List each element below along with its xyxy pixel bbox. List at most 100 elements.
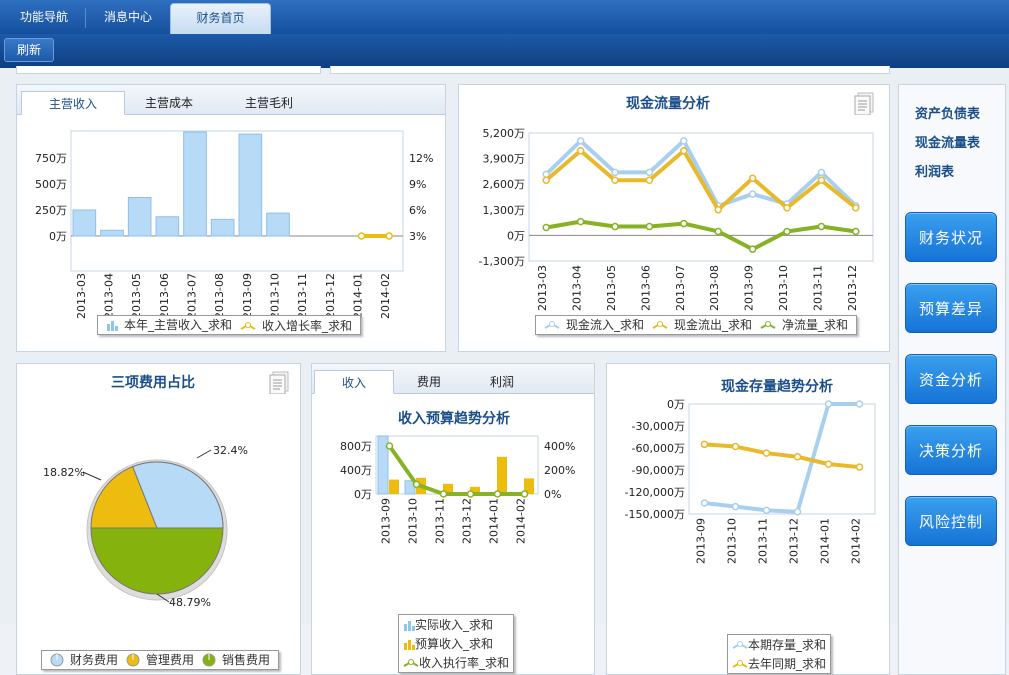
tab-function-nav[interactable]: 功能导航 [19, 10, 68, 24]
x-tick-label: 2013-06 [158, 273, 171, 319]
budget-title: 收入预算趋势分析 [398, 411, 510, 427]
execution-rate-point [493, 490, 502, 498]
x-tick-label: 2013-07 [674, 265, 687, 311]
chart-legend: 本年_主营收入_求和 收入增长率_求和 [97, 315, 362, 335]
cashflow-series-2-point [852, 227, 860, 236]
y-tick-label: 5,200万 [483, 127, 526, 140]
stock-series-0-point [731, 502, 740, 511]
legend-item[interactable]: 预算收入_求和 [399, 634, 513, 653]
tab-budget-expense[interactable]: 费用 [416, 375, 441, 389]
y2-tick-label: 400% [544, 440, 575, 453]
legend-item[interactable]: 收入执行率_求和 [399, 653, 513, 672]
fund-analysis-button[interactable]: 资金分析 [905, 354, 997, 404]
tab-main-cost[interactable]: 主营成本 [144, 96, 193, 110]
tab-budget-profit[interactable]: 利润 [489, 375, 514, 389]
stock-panel: 现金存量趋势分析 0万 -30,000万 -60,000万 -90,000万 -120,… [606, 363, 890, 675]
revenue-bar [127, 197, 152, 237]
y2-tick-label: 200% [544, 464, 575, 477]
x-tick-label: 2013-12 [461, 498, 474, 544]
tab-main-revenue[interactable]: 主营收入 [21, 91, 125, 115]
legend-item[interactable]: 净流量_求和 [760, 316, 848, 334]
y-tick-label: -120,000万 [625, 486, 685, 499]
legend-item[interactable]: 收入增长率_求和 [240, 317, 352, 335]
cashflow-series-2-point [748, 245, 757, 253]
legend-item[interactable]: 现金流入_求和 [544, 316, 644, 334]
legend-item[interactable]: 现金流出_求和 [652, 316, 752, 334]
tab-main-gross-profit[interactable]: 主营毛利 [244, 96, 293, 110]
legend-item[interactable]: 销售费用 [202, 651, 270, 669]
x-tick-label: 2014-01 [488, 498, 501, 544]
y-tick-label: 750万 [35, 152, 67, 165]
pie-label: 18.82% [43, 466, 85, 479]
link-balance-sheet[interactable]: 资产负债表 [915, 107, 981, 122]
cashflow-series-2-point [714, 227, 722, 236]
x-tick-label: 2013-03 [536, 265, 549, 311]
actual-revenue-bar [377, 435, 389, 495]
cashflow-series-2-point [680, 219, 688, 228]
budget-revenue-bar [389, 479, 399, 494]
legend-label: 现金流入_求和 [566, 318, 645, 332]
cashflow-title: 现金流量分析 [626, 96, 710, 112]
cashflow-series-1-line [544, 148, 858, 212]
budget-variance-button[interactable]: 预算差异 [905, 283, 997, 333]
pie-slice-blue [132, 461, 224, 529]
execution-rate-point [439, 490, 448, 498]
chart-legend: 现金流入_求和 现金流出_求和 净流量_求和 [535, 315, 858, 335]
plot-area [70, 130, 404, 272]
legend-item[interactable]: 本期存量_求和 [728, 635, 830, 654]
x-tick-label: 2014-01 [352, 273, 365, 319]
link-income-statement[interactable]: 利润表 [915, 165, 955, 180]
x-tick-label: 2013-12 [788, 518, 801, 564]
stock-title: 现金存量趋势分析 [721, 379, 833, 395]
pie-slice [90, 527, 224, 595]
expense-pie-chart: 32.4% 18.82% 48.79% [43, 444, 248, 609]
budget-panel: 收入 费用 利润 收入预算趋势分析 800万 400万 0万 400% 200% 0% 20… [311, 363, 595, 675]
refresh-button[interactable]: 刷新 [4, 38, 54, 62]
decision-analysis-button[interactable]: 决策分析 [905, 425, 997, 475]
legend-item[interactable]: 管理费用 [126, 651, 194, 669]
cashflow-series-1-point [576, 146, 585, 155]
execution-rate-point [385, 442, 394, 450]
risk-control-button[interactable]: 风险控制 [905, 496, 997, 546]
legend-label: 财务费用 [70, 653, 119, 667]
tab-budget-revenue[interactable]: 收入 [314, 370, 394, 394]
stock-series-1-point [855, 463, 864, 471]
x-tick-label: 2013-08 [708, 265, 721, 311]
legend-label: 收入执行率_求和 [419, 656, 510, 670]
legend-item[interactable]: 实际收入_求和 [399, 615, 513, 634]
document-icon[interactable] [269, 370, 291, 394]
document-icon[interactable] [854, 91, 876, 115]
x-tick-label: 2014-02 [515, 498, 528, 544]
y-tick-label: -90,000万 [632, 464, 685, 477]
cashflow-series-1-point [783, 204, 791, 212]
x-tick-label: 2013-11 [811, 265, 824, 311]
x-tick-label: 2013-06 [639, 265, 652, 311]
x-tick-label: 2013-09 [241, 273, 254, 319]
y-tick-label: 0万 [49, 230, 67, 243]
dashboard-content: 主营收入 主营成本 主营毛利 750万 500万 250万 0万 12% 9% 6% 3% 20… [0, 66, 1009, 675]
legend-item[interactable]: 财务费用 [50, 651, 118, 669]
x-tick-label: 2013-09 [380, 498, 393, 544]
x-tick-label: 2013-10 [777, 265, 790, 311]
cashflow-series-2-point [817, 222, 826, 231]
tab-message-center[interactable]: 消息中心 [103, 10, 152, 24]
cashflow-series-2-point [611, 222, 619, 231]
pie-slice [90, 465, 158, 529]
y2-tick-label: 0% [544, 488, 561, 501]
x-tick-label: 2013-11 [296, 273, 309, 319]
link-cashflow-statement[interactable]: 现金流量表 [915, 136, 981, 151]
stock-series-1-point [731, 442, 740, 451]
tab-finance-home[interactable]: 财务首页 [170, 3, 271, 34]
y-tick-label: -150,000万 [625, 508, 685, 521]
y2-tick-label: 12% [409, 152, 433, 165]
expense-panel: 三项费用占比 32.4% 18.82% 48.79% 财务费用 管理费用 销售费用 [16, 363, 301, 675]
x-tick-label: 2013-09 [743, 265, 756, 311]
x-tick-label: 2014-02 [850, 518, 863, 564]
chart-legend: 财务费用 管理费用 销售费用 [41, 650, 280, 670]
legend-label: 销售费用 [222, 653, 271, 667]
financial-status-button[interactable]: 财务状况 [905, 212, 997, 262]
y-tick-label: 800万 [340, 440, 372, 453]
legend-item[interactable]: 去年同期_求和 [728, 654, 830, 673]
legend-item[interactable]: 本年_主营收入_求和 [106, 316, 232, 334]
stock-series-0-point [855, 400, 864, 408]
